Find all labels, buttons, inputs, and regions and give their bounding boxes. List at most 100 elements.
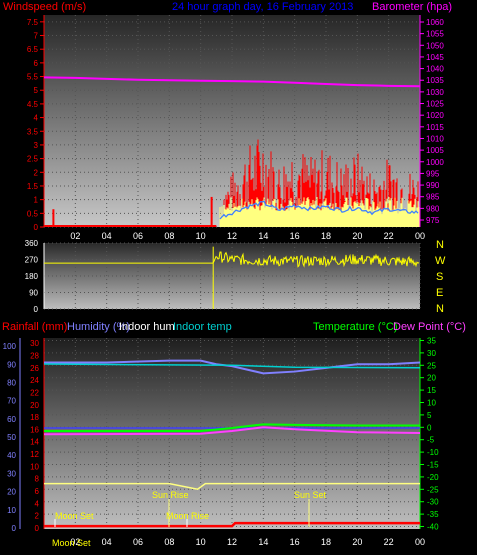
moon-set-label: Moon Set	[55, 511, 94, 521]
humidity-title: Humidity (%)	[67, 321, 130, 333]
humidity-tick-label: 80	[7, 378, 16, 387]
temp-tick-label: -10	[427, 448, 439, 457]
temp-tick-label: 0	[427, 423, 432, 432]
bottom-x-tick-label: 08	[164, 537, 174, 547]
baro-tick-label: 1000	[426, 158, 444, 167]
baro-tick-label: 990	[426, 181, 440, 190]
top-x-tick-label: 22	[384, 231, 394, 241]
rain-accum-line	[44, 521, 420, 528]
top-x-tick-label: 08	[164, 231, 174, 241]
humidity-tick-label: 0	[12, 524, 17, 533]
humidity-tick-label: 40	[7, 451, 16, 460]
temperature-title: Temperature (°C)	[313, 321, 397, 333]
rain-title: Rainfall (mm)	[2, 321, 67, 333]
baro-tick-label: 980	[426, 204, 440, 213]
temp-tick-label: 35	[427, 336, 436, 345]
wind-title: Windspeed (m/s)	[3, 1, 86, 13]
baro-tick-label: 975	[426, 216, 440, 225]
rain-tick-label: 20	[30, 401, 39, 410]
bottom-x-tick-label: 20	[352, 537, 362, 547]
bottom-x-tick-label: 10	[196, 537, 206, 547]
rainfall-mm-line	[44, 482, 420, 490]
temp-tick-label: -15	[427, 461, 439, 470]
humidity-tick-label: 30	[7, 469, 16, 478]
baro-title: Barometer (hpa)	[372, 1, 452, 13]
humidity-tick-label: 60	[7, 415, 16, 424]
rain-tick-label: 24	[30, 376, 39, 385]
top-x-tick-label: 16	[290, 231, 300, 241]
baro-tick-label: 1010	[426, 134, 444, 143]
baro-tick-label: 1020	[426, 111, 444, 120]
indoor-temp-line	[43, 363, 421, 369]
sun-rise-label: Sun Rise	[152, 490, 189, 500]
top-x-tick-label: 00	[415, 231, 425, 241]
baro-tick-label: 1045	[426, 53, 444, 62]
baro-tick-label: 1040	[426, 65, 444, 74]
humidity-tick-label: 10	[7, 506, 16, 515]
rain-tick-label: 12	[30, 450, 39, 459]
humidity-tick-label: 20	[7, 488, 16, 497]
wind-tick-label: 5	[34, 86, 39, 95]
temp-tick-label: -25	[427, 485, 439, 494]
temp-tick-label: 25	[427, 361, 436, 370]
bottom-x-tick-label: 06	[133, 537, 143, 547]
baro-tick-label: 1025	[426, 100, 444, 109]
wind-tick-label: 4.5	[27, 100, 39, 109]
direction-line	[44, 251, 420, 268]
temp-tick-label: -5	[427, 436, 435, 445]
bottom-x-tick-label: 00	[415, 537, 425, 547]
graph-title: 24 hour graph day, 16 February 2013	[172, 1, 353, 13]
temp-tick-label: 30	[427, 349, 436, 358]
rain-tick-label: 30	[30, 339, 39, 348]
wind-tick-label: 3.5	[27, 127, 39, 136]
bottom-x-tick-label: 14	[258, 537, 268, 547]
top-x-tick-label: 18	[321, 231, 331, 241]
baro-tick-label: 1060	[426, 18, 444, 27]
temp-tick-label: 5	[427, 411, 432, 420]
temp-tick-label: 10	[427, 398, 436, 407]
wind-tick-label: 3	[34, 141, 39, 150]
baro-tick-label: 1005	[426, 146, 444, 155]
dew-point-c-line	[43, 426, 421, 436]
wind-tick-label: 7.5	[27, 18, 39, 27]
bottom-x-tick-label: 12	[227, 537, 237, 547]
rain-tick-label: 8	[35, 475, 40, 484]
rain-tick-label: 0	[35, 524, 40, 533]
dir-label-s: S	[436, 271, 443, 283]
baro-tick-label: 1030	[426, 88, 444, 97]
rain-tick-label: 6	[35, 487, 40, 496]
indoor-temp-title: Indoor temp	[173, 321, 232, 333]
rain-tick-label: 22	[30, 388, 39, 397]
rain-tick-label: 2	[35, 512, 40, 521]
top-x-tick-label: 06	[133, 231, 143, 241]
baro-tick-label: 985	[426, 193, 440, 202]
rain-tick-label: 14	[30, 438, 39, 447]
moon-rise-label: Moon Rise	[166, 511, 209, 521]
dir-tick-label: 360	[25, 239, 39, 248]
rain-tick-label: 26	[30, 364, 39, 373]
humidity-tick-label: 70	[7, 397, 16, 406]
wind-tick-label: 0	[34, 223, 39, 232]
temp-tick-label: -20	[427, 473, 439, 482]
moon-set-axis-label: Moon Set	[52, 538, 91, 548]
dir-label-n1: N	[436, 239, 444, 251]
humidity-line	[44, 359, 421, 375]
temp-tick-label: 15	[427, 386, 436, 395]
wind-tick-label: 7	[34, 32, 39, 41]
dewpoint-title: Dew Point (°C)	[393, 321, 466, 333]
dir-tick-label: 0	[34, 305, 39, 314]
wind-average-line	[219, 200, 419, 220]
dir-label-w: W	[435, 255, 446, 267]
dir-tick-label: 180	[25, 272, 39, 281]
baro-tick-label: 995	[426, 169, 440, 178]
top-x-tick-label: 12	[227, 231, 237, 241]
humidity-tick-label: 90	[7, 360, 16, 369]
temp-tick-label: -35	[427, 510, 439, 519]
rain-tick-label: 16	[30, 425, 39, 434]
bottom-x-tick-label: 04	[102, 537, 112, 547]
wind-tick-label: 1.5	[27, 182, 39, 191]
sun-set-label: Sun Set	[294, 490, 327, 500]
dir-label-n2: N	[436, 303, 444, 315]
rain-tick-label: 4	[35, 499, 40, 508]
